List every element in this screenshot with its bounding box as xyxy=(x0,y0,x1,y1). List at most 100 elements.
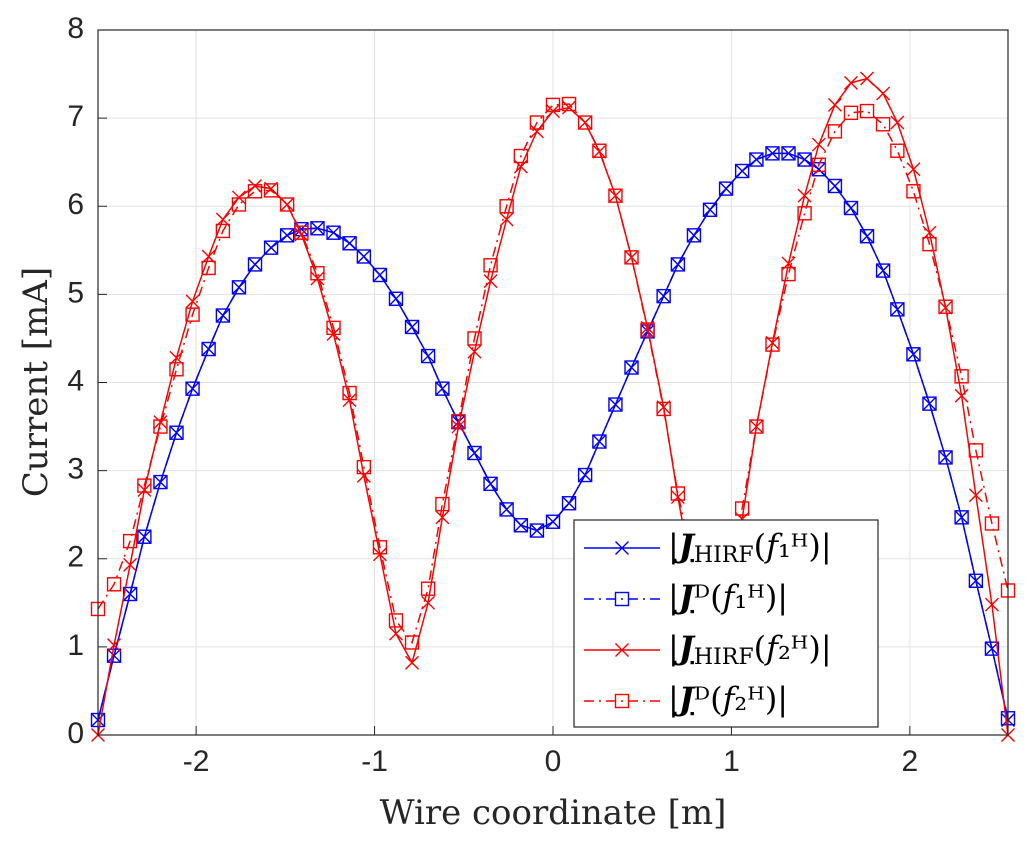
marker-square xyxy=(624,360,639,375)
marker-square xyxy=(310,221,325,236)
marker-square xyxy=(294,225,309,240)
marker-x xyxy=(467,344,482,359)
marker-square xyxy=(185,307,200,322)
marker-x xyxy=(185,294,200,309)
marker-square xyxy=(483,476,498,492)
marker-square xyxy=(420,581,436,596)
y-tick-label: 6 xyxy=(67,188,84,221)
marker-x xyxy=(405,655,420,670)
x-tick-label: -1 xyxy=(361,745,388,778)
marker-square xyxy=(859,229,875,244)
marker-square xyxy=(984,641,1000,656)
legend-label: |Jᴰ(f₁ᴴ)| xyxy=(668,578,788,616)
marker-square xyxy=(499,199,514,214)
marker-x xyxy=(499,212,514,227)
marker-x xyxy=(608,188,623,203)
marker-square xyxy=(608,188,623,203)
marker-x xyxy=(670,257,685,272)
marker-x xyxy=(562,496,577,511)
y-tick-label: 7 xyxy=(67,100,84,133)
marker-square xyxy=(827,178,843,194)
marker-x xyxy=(624,250,639,265)
marker-x xyxy=(153,415,168,430)
marker-square xyxy=(561,496,577,511)
marker-square xyxy=(922,396,937,411)
marker-square xyxy=(843,105,859,121)
marker-square xyxy=(326,225,341,240)
y-tick-label: 5 xyxy=(67,276,84,309)
marker-square xyxy=(859,103,875,119)
marker-square xyxy=(875,117,891,132)
legend-label-part: J xyxy=(673,527,696,565)
marker-square xyxy=(890,302,905,317)
marker-x xyxy=(451,419,466,434)
marker-square xyxy=(734,163,750,179)
marker-x xyxy=(185,381,200,396)
legend-label-part: ᴰ( xyxy=(694,578,723,616)
marker-square xyxy=(922,236,937,252)
legend-label-part: | xyxy=(668,578,679,616)
marker-x xyxy=(749,152,764,167)
y-tick-label: 0 xyxy=(67,717,84,750)
legend-label-part: ᴰ( xyxy=(694,680,723,718)
marker-square xyxy=(614,591,630,607)
marker-square xyxy=(215,223,231,239)
marker-square xyxy=(765,146,780,161)
marker-x xyxy=(435,381,450,396)
marker-x xyxy=(201,342,216,357)
legend-label-part: ( xyxy=(754,527,766,565)
marker-square xyxy=(420,348,436,364)
marker-square xyxy=(670,257,686,272)
marker-x xyxy=(421,595,436,610)
marker-square xyxy=(797,152,812,167)
marker-square xyxy=(467,445,482,461)
marker-square xyxy=(356,459,372,475)
marker-square xyxy=(938,450,953,465)
marker-square xyxy=(513,148,529,164)
marker-square xyxy=(483,258,498,273)
marker-square xyxy=(122,533,138,549)
marker-x xyxy=(310,271,325,286)
marker-square xyxy=(954,369,969,384)
y-tick-label: 4 xyxy=(67,364,84,397)
marker-x xyxy=(843,75,858,90)
legend-label: |JHIRF(f₂ᴴ)| xyxy=(668,629,832,671)
marker-square xyxy=(614,693,630,709)
marker-square xyxy=(797,206,812,221)
marker-x xyxy=(137,483,152,498)
marker-square xyxy=(513,518,529,533)
marker-x xyxy=(906,162,921,177)
marker-square xyxy=(624,250,639,265)
marker-x xyxy=(827,178,842,193)
marker-square xyxy=(106,577,122,592)
marker-x xyxy=(107,638,122,653)
marker-x xyxy=(890,115,905,130)
marker-square xyxy=(247,257,263,272)
marker-square xyxy=(310,266,325,281)
marker-x xyxy=(827,97,842,112)
marker-x xyxy=(860,229,875,244)
marker-x xyxy=(435,510,450,525)
marker-square xyxy=(153,419,168,434)
legend-label: |Jᴰ(f₂ᴴ)| xyxy=(668,680,788,718)
marker-square xyxy=(529,523,545,538)
marker-square xyxy=(326,320,341,336)
marker-square xyxy=(608,397,623,412)
marker-x xyxy=(749,419,764,434)
legend-label-part: | xyxy=(668,629,679,667)
x-tick-label: 2 xyxy=(902,745,919,778)
y-tick-label: 2 xyxy=(67,541,84,574)
legend-label-part: ₁ᴴ)| xyxy=(734,578,788,616)
legend-label-part: | xyxy=(668,527,679,565)
marker-square xyxy=(247,184,263,199)
marker-square xyxy=(215,308,231,323)
marker-square xyxy=(231,280,247,295)
marker-square xyxy=(968,443,984,458)
legend-label-part: HIRF xyxy=(694,543,754,568)
marker-square xyxy=(137,529,152,544)
marker-square xyxy=(749,419,764,434)
marker-square xyxy=(342,385,357,401)
marker-square xyxy=(279,228,295,243)
legend-label-part: | xyxy=(668,680,679,718)
